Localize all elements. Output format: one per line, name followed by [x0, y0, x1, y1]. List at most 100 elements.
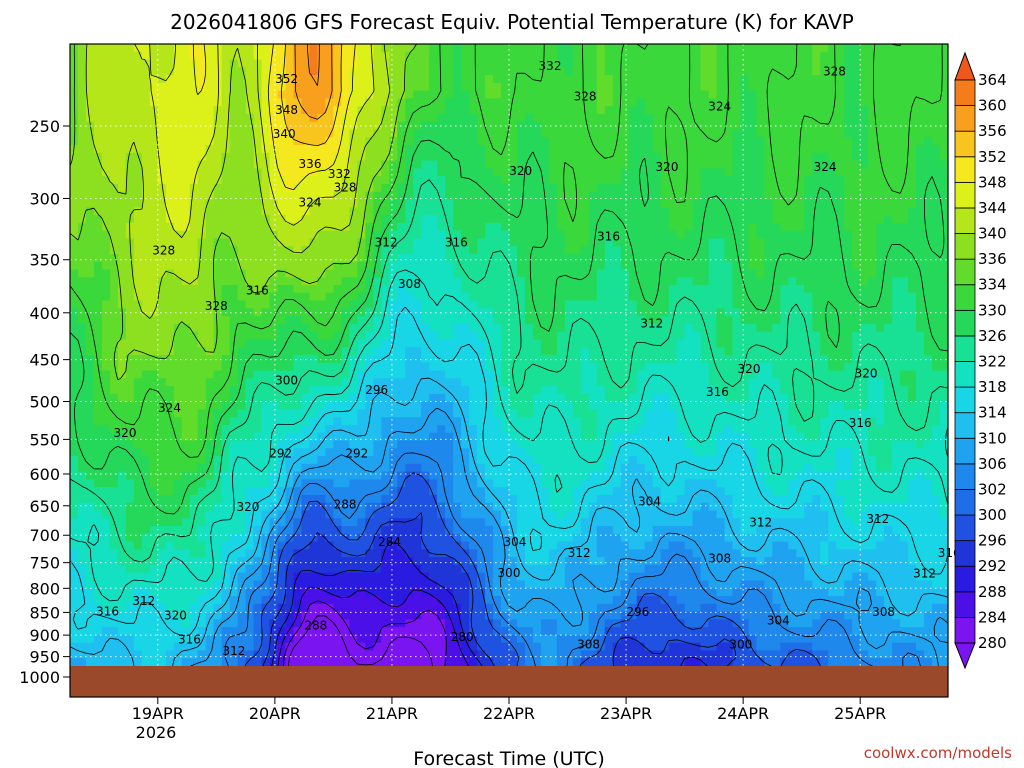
- field-cell: [285, 277, 295, 286]
- field-cell: [636, 323, 646, 333]
- field-cell: [421, 129, 430, 138]
- field-cell: [860, 137, 869, 146]
- field-cell: [772, 300, 781, 309]
- field-cell: [524, 292, 534, 302]
- field-cell: [724, 82, 734, 92]
- field-cell: [892, 215, 901, 224]
- field-cell: [628, 121, 638, 131]
- field-cell: [748, 160, 758, 170]
- field-cell: [780, 199, 789, 208]
- field-cell: [900, 269, 909, 278]
- field-cell: [165, 292, 175, 302]
- field-cell: [189, 191, 199, 201]
- field-cell: [445, 90, 454, 100]
- field-cell: [564, 246, 574, 255]
- field-cell: [732, 261, 742, 271]
- field-cell: [900, 308, 909, 317]
- field-cell: [740, 285, 750, 294]
- field-cell: [836, 98, 845, 107]
- field-cell: [317, 75, 327, 84]
- field-cell: [668, 292, 678, 302]
- field-cell: [556, 230, 566, 239]
- field-cell: [405, 90, 414, 100]
- field-cell: [836, 113, 845, 123]
- field-cell: [413, 386, 422, 395]
- field-cell: [133, 51, 143, 61]
- field-cell: [141, 215, 151, 224]
- field-cell: [900, 82, 909, 92]
- field-cell: [732, 362, 742, 372]
- field-cell: [197, 386, 207, 395]
- field-cell: [628, 246, 638, 255]
- field-cell: [453, 67, 462, 76]
- field-cell: [884, 292, 893, 302]
- field-cell: [732, 323, 742, 333]
- field-cell: [429, 59, 438, 68]
- field-cell: [229, 230, 239, 239]
- field-cell: [349, 323, 358, 333]
- field-cell: [501, 82, 510, 92]
- field-cell: [77, 67, 87, 76]
- field-cell: [740, 129, 750, 138]
- field-cell: [924, 207, 933, 216]
- field-cell: [660, 308, 670, 317]
- field-cell: [445, 106, 454, 115]
- field-cell: [516, 323, 526, 333]
- field-cell: [317, 145, 327, 154]
- field-cell: [540, 230, 550, 239]
- field-cell: [365, 145, 374, 154]
- field-cell: [876, 82, 885, 92]
- field-cell: [213, 339, 223, 348]
- field-cell: [652, 152, 662, 162]
- field-cell: [820, 230, 829, 239]
- field-cell: [413, 75, 422, 84]
- field-cell: [213, 168, 223, 177]
- field-cell: [125, 347, 135, 356]
- field-cell: [397, 176, 406, 185]
- field-cell: [548, 75, 558, 84]
- field-cell: [804, 269, 813, 278]
- field-cell: [660, 285, 670, 294]
- field-cell: [101, 292, 111, 302]
- field-cell: [109, 82, 119, 92]
- field-cell: [253, 261, 263, 271]
- field-cell: [876, 285, 885, 294]
- field-cell: [900, 300, 909, 309]
- field-cell: [788, 207, 797, 216]
- field-cell: [892, 316, 901, 325]
- field-cell: [501, 362, 510, 372]
- field-cell: [213, 207, 223, 216]
- field-cell: [780, 246, 789, 255]
- field-cell: [381, 238, 390, 247]
- field-cell: [812, 207, 821, 216]
- field-cell: [540, 370, 550, 379]
- field-cell: [612, 238, 622, 247]
- field-cell: [117, 386, 127, 395]
- field-cell: [285, 121, 295, 131]
- field-cell: [493, 238, 502, 247]
- field-cell: [413, 222, 422, 232]
- field-cell: [820, 215, 829, 224]
- field-cell: [820, 51, 829, 61]
- field-cell: [860, 121, 869, 131]
- field-cell: [516, 183, 526, 193]
- field-cell: [620, 51, 630, 61]
- field-cell: [644, 331, 654, 341]
- field-cell: [149, 82, 159, 92]
- field-cell: [780, 191, 789, 201]
- field-cell: [916, 44, 925, 53]
- field-cell: [772, 277, 781, 286]
- field-cell: [932, 362, 941, 372]
- field-cell: [900, 90, 909, 100]
- field-cell: [245, 67, 255, 76]
- field-cell: [540, 316, 550, 325]
- field-cell: [908, 207, 917, 216]
- field-cell: [501, 137, 510, 146]
- field-cell: [325, 207, 334, 216]
- field-cell: [596, 98, 606, 107]
- field-cell: [389, 215, 398, 224]
- field-cell: [365, 113, 374, 123]
- field-cell: [660, 152, 670, 162]
- field-cell: [932, 152, 941, 162]
- field-cell: [676, 82, 686, 92]
